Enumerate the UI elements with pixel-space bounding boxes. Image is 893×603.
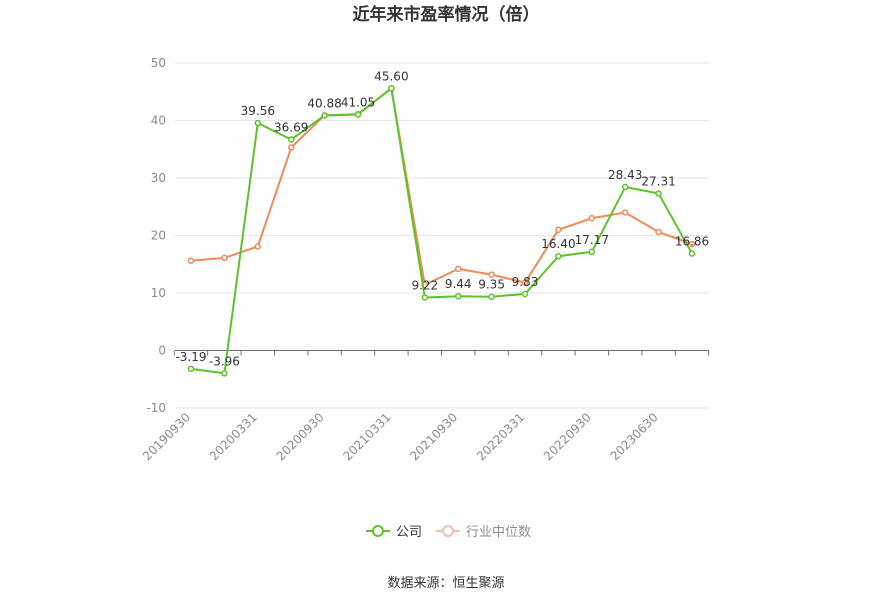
company-point — [688, 250, 696, 257]
y-tick-label: 10 — [151, 286, 166, 300]
x-tick-label: 20210331 — [340, 410, 393, 463]
x-tick-label: 20200331 — [207, 410, 260, 463]
company-data-label: 36.69 — [274, 121, 308, 135]
company-data-label: 16.86 — [675, 235, 709, 249]
x-tick-label: 20190930 — [140, 410, 193, 463]
company-data-label: 45.60 — [374, 69, 408, 83]
company-data-label: 40.88 — [307, 96, 341, 110]
legend-marker — [442, 525, 454, 537]
industry-median-point — [521, 279, 529, 286]
data-labels: -3.19 -3.96 39.56 36.69 40.88 41.05 45.60 9.22 9… — [175, 69, 709, 368]
company-point — [354, 111, 362, 118]
legend-item-industry-median[interactable]: 行业中位数 — [436, 525, 531, 540]
industry-median-point — [621, 209, 629, 216]
company-data-label: 9.83 — [512, 275, 539, 289]
legend-label: 行业中位数 — [466, 525, 531, 540]
company-data-label: 9.35 — [478, 278, 505, 292]
legend-marker — [372, 525, 384, 537]
company-point — [588, 248, 596, 256]
company-point — [287, 136, 295, 143]
series-line-industry-median — [190, 87, 693, 286]
company-data-label: 41.05 — [341, 95, 375, 109]
legend-label: 公司 — [396, 525, 422, 540]
industry-median-point — [655, 228, 662, 236]
chart-title: 近年来市盈率情况（倍） — [353, 4, 540, 25]
industry-median-point — [187, 257, 195, 265]
y-tick-label: -10 — [146, 401, 166, 415]
y-tick-label: 20 — [151, 229, 166, 243]
industry-median-point — [555, 226, 562, 233]
company-point — [655, 190, 662, 197]
legend-item-company[interactable]: 公司 — [366, 525, 422, 540]
industry-median-point — [287, 144, 295, 151]
company-data-label: 16.40 — [541, 237, 575, 251]
data-source-note: 数据来源：恒生聚源 — [387, 576, 504, 591]
company-data-label: -3.19 — [175, 350, 206, 364]
industry-median-point — [454, 265, 462, 273]
y-tick-label: 50 — [151, 56, 166, 70]
company-point — [221, 370, 228, 377]
company-point — [454, 292, 462, 300]
x-tick-label: 20220930 — [541, 410, 594, 463]
legend[interactable]: 公司 行业中位数 — [366, 525, 531, 540]
company-point — [321, 112, 328, 119]
company-data-label: -3.96 — [209, 354, 240, 368]
company-data-label: 9.44 — [445, 277, 472, 291]
company-data-label: 28.43 — [608, 168, 642, 182]
x-tick-label: 20220331 — [474, 410, 527, 463]
x-tick-label: 20210930 — [407, 410, 460, 463]
industry-median-point — [221, 254, 228, 262]
company-data-label: 27.31 — [641, 174, 675, 188]
company-point — [555, 252, 562, 260]
y-tick-label: 0 — [158, 344, 166, 358]
company-point — [187, 365, 195, 373]
company-point — [488, 293, 495, 300]
series-layer — [187, 85, 696, 377]
company-point — [421, 294, 429, 301]
y-tick-label: 40 — [151, 114, 166, 128]
y-tick-label: 30 — [151, 171, 166, 185]
x-tick-label: 20230630 — [608, 410, 661, 463]
company-data-label: 17.17 — [575, 233, 609, 247]
x-tick-label: 20200930 — [274, 410, 327, 463]
company-point — [388, 85, 395, 92]
company-point — [621, 183, 629, 191]
company-point — [254, 119, 262, 127]
industry-median-point — [688, 240, 696, 248]
series-line-company — [190, 87, 693, 375]
industry-median-point — [488, 271, 495, 278]
company-data-label: 39.56 — [241, 104, 275, 118]
company-point — [521, 290, 529, 298]
industry-median-point — [254, 243, 262, 250]
company-data-label: 9.22 — [411, 278, 438, 292]
industry-median-point — [588, 215, 596, 222]
